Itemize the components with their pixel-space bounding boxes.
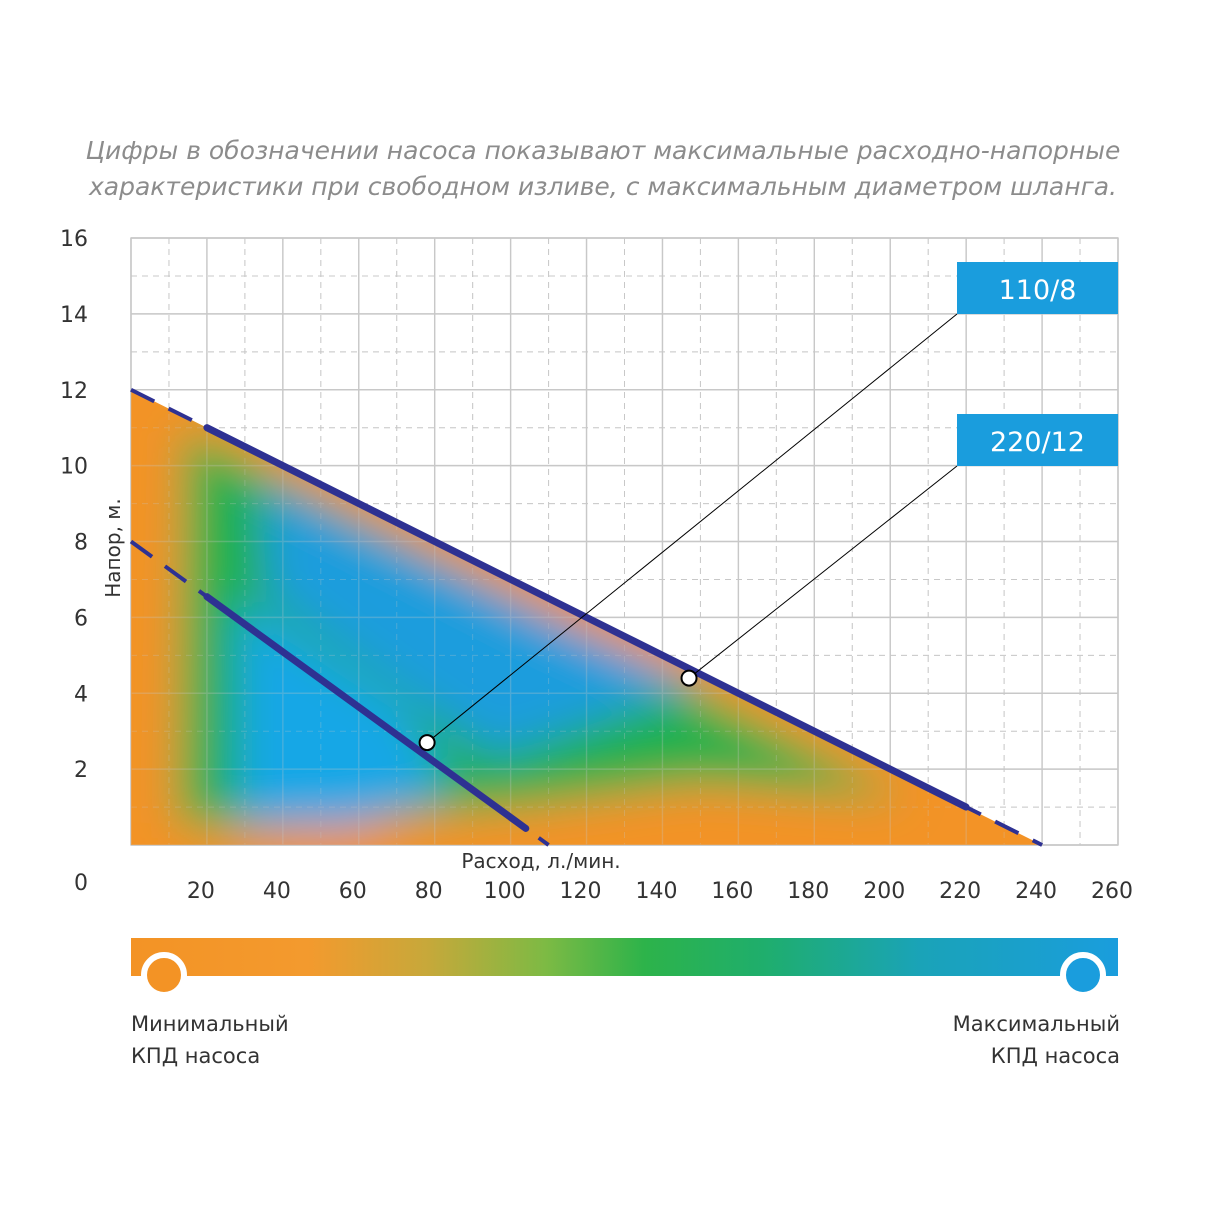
x-tick-label: 160 [711,879,753,904]
max-efficiency-label: Максимальный КПД насоса [953,1008,1120,1072]
x-tick-label: 100 [484,879,526,904]
x-tick-label: 200 [863,879,905,904]
x-tick-label: 60 [339,879,367,904]
min-efficiency-line-1: Минимальный [131,1012,289,1036]
y-tick-label: 14 [60,303,88,328]
x-tick-label: 120 [560,879,602,904]
x-tick-label: 260 [1091,879,1133,904]
y-tick-label: 12 [60,379,88,404]
y-tick-label: 4 [74,682,88,707]
callout-leader-1 [426,313,958,743]
max-efficiency-line-1: Максимальный [952,1012,1120,1036]
heat-blue-core-upper [260,480,701,758]
min-efficiency-line-2: КПД насоса [131,1044,261,1068]
y-tick-label: 0 [74,871,88,896]
x-tick-label: 140 [635,879,677,904]
curve-110-8-solid [203,593,530,832]
callout-point-1 [418,734,436,752]
y-tick-label: 16 [60,227,88,252]
callout-point-2 [680,669,698,687]
callout-box-1 [957,262,1118,314]
x-tick-label: 20 [187,879,215,904]
y-tick-label: 2 [74,758,88,783]
x-tick-label: 180 [787,879,829,904]
caption-line-2: характеристики при свободном изливе, с м… [88,172,1117,201]
caption-line-1: Цифры в обозначении насоса показывают ма… [85,136,1121,165]
callout-leader-2 [688,465,958,679]
callout-box-2 [957,414,1118,466]
curve-220-12-solid [203,424,970,811]
x-tick-label: 240 [1015,879,1057,904]
x-axis-label: Расход, л./мин. [461,849,620,873]
efficiency-colorbar [131,938,1118,976]
max-efficiency-line-2: КПД насоса [990,1044,1120,1068]
y-axis-label: Напор, м. [101,498,125,597]
y-tick-label: 8 [74,531,88,556]
x-tick-label: 80 [415,879,443,904]
y-tick-label: 10 [60,455,88,480]
max-efficiency-marker [1060,952,1106,998]
callout-label-2: 220/12 [990,427,1085,458]
x-tick-label: 220 [939,879,981,904]
y-tick-label: 6 [74,606,88,631]
min-efficiency-marker [141,952,187,998]
min-efficiency-label: Минимальный КПД насоса [131,1008,289,1072]
callout-label-1: 110/8 [999,275,1077,306]
x-tick-label: 40 [263,879,291,904]
